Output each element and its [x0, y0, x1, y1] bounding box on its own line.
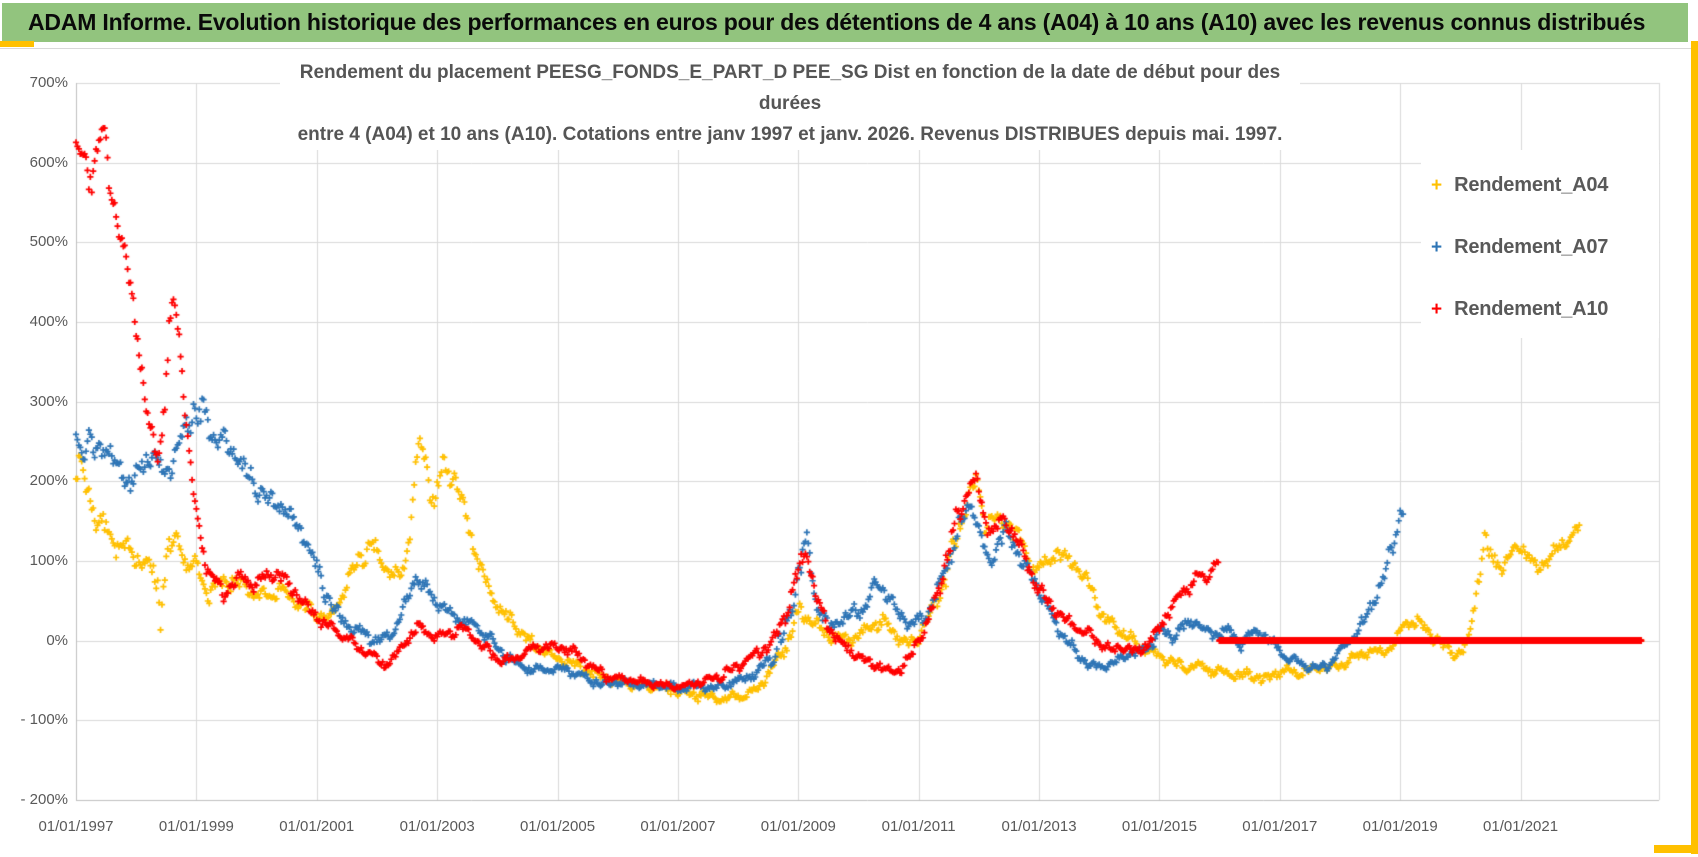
y-tick-label: 100% — [29, 552, 68, 569]
legend-item-rendement_a04: + Rendement_A04 — [1431, 170, 1608, 200]
header-divider — [0, 48, 1698, 49]
x-tick-label: 01/01/2003 — [399, 818, 475, 835]
plus-marker-icon: + — [1431, 298, 1443, 320]
x-tick-label: 01/01/2017 — [1242, 818, 1318, 835]
plus-marker-icon: + — [1431, 236, 1443, 258]
header-bar: ADAM Informe. Evolution historique des p… — [2, 3, 1688, 42]
x-tick-label: 01/01/2019 — [1362, 818, 1438, 835]
x-tick-label: 01/01/2021 — [1483, 818, 1559, 835]
x-tick-label: 01/01/2011 — [881, 818, 956, 835]
x-tick-label: 01/01/1999 — [158, 818, 234, 835]
legend-label: Rendement_A07 — [1454, 235, 1609, 258]
x-tick-label: 01/01/1997 — [38, 818, 114, 835]
chart-title: Rendement du placement PEESG_FONDS_E_PAR… — [280, 57, 1300, 150]
x-tick-label: 01/01/2001 — [279, 818, 355, 835]
y-tick-label: 200% — [29, 472, 68, 490]
legend-item-rendement_a07: + Rendement_A07 — [1431, 232, 1608, 262]
gold-corner-bottom-right — [1654, 845, 1698, 853]
y-tick-label: 600% — [29, 153, 68, 171]
y-tick-label: 400% — [29, 313, 68, 330]
legend: + Rendement_A04 + Rendement_A07 + Rendement_A… — [1421, 150, 1659, 338]
y-tick-label: 700% — [29, 74, 68, 91]
legend-label: Rendement_A04 — [1454, 173, 1609, 196]
gold-accent-left — [0, 41, 34, 47]
x-tick-label: 01/01/2013 — [1001, 818, 1077, 835]
gold-right-border — [1691, 41, 1698, 854]
y-tick-label: 0% — [46, 631, 68, 649]
legend-item-rendement_a10: + Rendement_A10 — [1431, 294, 1608, 324]
y-tick-label: - 200% — [20, 791, 68, 808]
y-tick-label: - 100% — [20, 711, 68, 729]
chart-title-line1: Rendement du placement PEESG_FONDS_E_PAR… — [299, 62, 1281, 114]
plus-marker-icon: + — [1431, 174, 1443, 196]
x-tick-label: 01/01/2005 — [519, 818, 596, 835]
x-tick-label: 01/01/2009 — [760, 818, 836, 835]
chart-title-line2: entre 4 (A04) et 10 ans (A10). Cotations… — [297, 124, 1283, 145]
y-tick-label: 300% — [29, 392, 68, 410]
y-tick-label: 500% — [29, 233, 68, 251]
legend-label: Rendement_A10 — [1454, 297, 1609, 320]
x-tick-label: 01/01/2007 — [640, 818, 716, 835]
header-title: ADAM Informe. Evolution historique des p… — [28, 9, 1646, 35]
x-tick-label: 01/01/2015 — [1121, 818, 1197, 835]
